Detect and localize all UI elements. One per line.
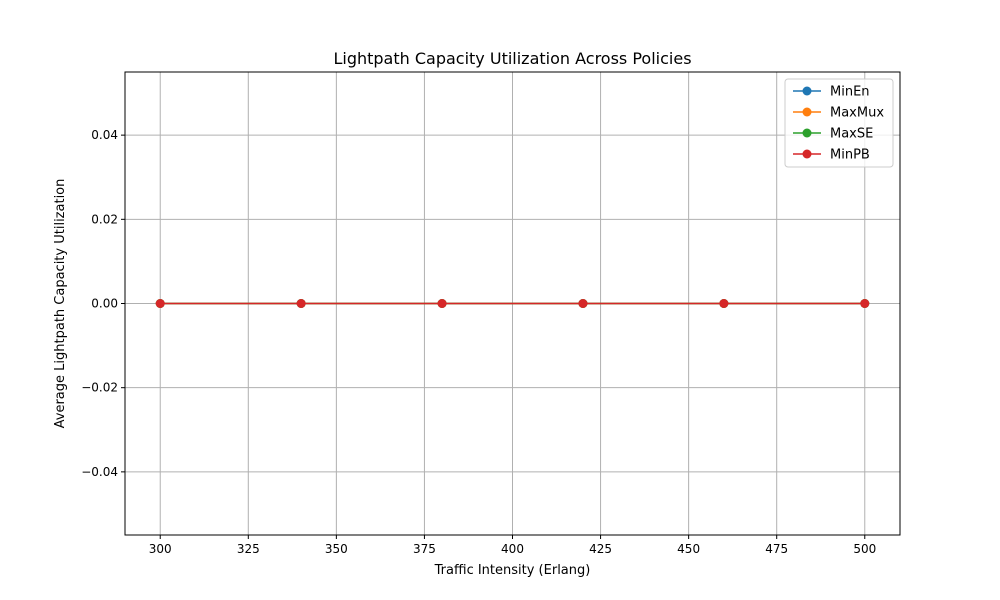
legend-marker-minen xyxy=(802,86,812,96)
x-axis: 300 325 350 375 400 425 450 475 500 xyxy=(149,535,876,556)
data-point-minpb xyxy=(155,299,165,308)
y-tick-label: −0.02 xyxy=(81,381,118,395)
series-group xyxy=(155,299,870,308)
x-axis-title: Traffic Intensity (Erlang) xyxy=(434,563,591,578)
x-tick-label: 400 xyxy=(501,542,524,556)
data-point-minpb xyxy=(719,299,729,308)
data-point-minpb xyxy=(437,299,447,308)
y-tick-label: −0.04 xyxy=(81,465,118,479)
x-tick-label: 425 xyxy=(589,542,612,556)
chart-title: Lightpath Capacity Utilization Across Po… xyxy=(333,49,691,68)
legend-label-maxse: MaxSE xyxy=(830,127,873,142)
y-axis-title: Average Lightpath Capacity Utilization xyxy=(53,179,68,429)
x-tick-label: 375 xyxy=(413,542,436,556)
legend-box xyxy=(784,78,894,168)
legend-marker-maxmux xyxy=(802,107,812,117)
y-tick-label: 0.00 xyxy=(91,297,118,311)
x-tick-label: 350 xyxy=(325,542,348,556)
legend-label-maxmux: MaxMux xyxy=(830,106,884,121)
x-tick-label: 475 xyxy=(765,542,788,556)
y-tick-label: 0.02 xyxy=(91,212,118,226)
x-tick-label: 500 xyxy=(853,542,876,556)
legend-marker-maxse xyxy=(802,128,812,138)
y-axis: −0.04 −0.02 0.00 0.02 0.04 xyxy=(81,128,125,479)
legend-label-minen: MinEn xyxy=(830,85,870,100)
x-tick-label: 450 xyxy=(677,542,700,556)
y-tick-label: 0.04 xyxy=(91,128,118,142)
data-point-minpb xyxy=(578,299,588,308)
data-point-minpb xyxy=(860,299,870,308)
legend: MinEn MaxMux MaxSE MinPB xyxy=(784,78,894,168)
x-tick-label: 300 xyxy=(149,542,172,556)
legend-label-minpb: MinPB xyxy=(830,148,870,163)
legend-marker-minpb xyxy=(802,149,812,159)
x-tick-label: 325 xyxy=(237,542,260,556)
data-point-minpb xyxy=(296,299,306,308)
